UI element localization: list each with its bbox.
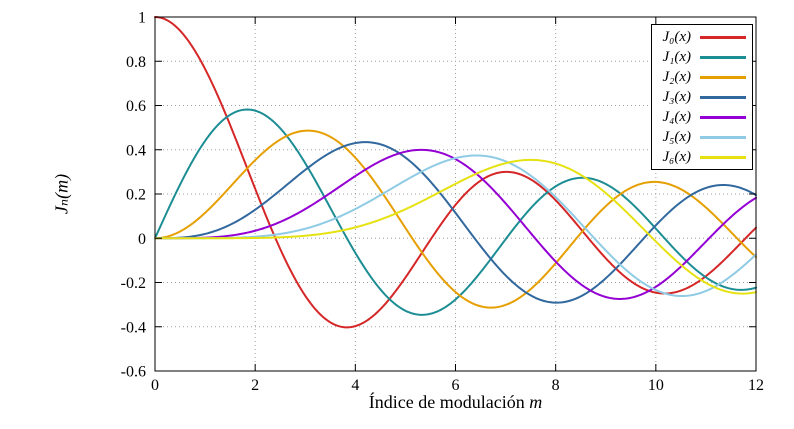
legend-item: J₀(x)	[662, 27, 746, 47]
series-line-2	[154, 129, 757, 309]
y-tick-label: 0.2	[126, 187, 146, 204]
y-tick-label: 0.6	[126, 98, 146, 115]
legend-item: J₄(x)	[662, 107, 746, 127]
x-axis-label: Índice de modulación m	[155, 392, 756, 413]
legend-line-sample	[700, 135, 746, 139]
legend-item-label: J₁(x)	[662, 48, 691, 65]
legend-line-sample	[700, 155, 746, 159]
legend-line-sample	[700, 75, 746, 79]
series-line-0	[154, 16, 757, 329]
legend-line-sample	[700, 95, 746, 99]
series-line-1	[154, 108, 757, 316]
legend-item-label: J₂(x)	[662, 68, 691, 85]
legend-item-label: J₅(x)	[662, 128, 691, 145]
y-tick-label: -0.4	[121, 319, 146, 336]
legend: J₀(x) J₁(x) J₂(x) J₃(x) J₄(x) J₅(x) J₆(x)	[651, 24, 753, 170]
x-tick-label: 0	[151, 377, 159, 394]
legend-item-label: J₆(x)	[662, 148, 691, 165]
x-tick-label: 12	[748, 377, 764, 394]
series-line-3	[154, 141, 757, 304]
y-axis-label: Jₙ(m)	[51, 173, 72, 215]
legend-item: J₃(x)	[662, 87, 746, 107]
legend-line-sample	[700, 55, 746, 59]
legend-line-sample	[700, 35, 746, 39]
x-tick-label: 6	[452, 377, 460, 394]
x-tick-label: 10	[648, 377, 664, 394]
legend-line-sample	[700, 115, 746, 119]
y-tick-label: -0.6	[121, 364, 146, 381]
y-tick-label: -0.2	[121, 275, 146, 292]
legend-item: J₅(x)	[662, 127, 746, 147]
series-line-6	[154, 158, 757, 295]
x-axis-label-text: Índice de modulación	[368, 392, 525, 412]
series-line-4	[154, 148, 757, 300]
legend-item: J₁(x)	[662, 47, 746, 67]
y-tick-label: 0.4	[126, 142, 146, 159]
legend-item: J₂(x)	[662, 67, 746, 87]
series-line-5	[154, 154, 757, 298]
legend-item: J₆(x)	[662, 147, 746, 167]
y-tick-label: 0	[138, 231, 146, 248]
x-axis-label-variable: m	[529, 392, 543, 412]
y-tick-label: 1	[138, 10, 146, 27]
x-tick-label: 8	[552, 377, 560, 394]
legend-item-label: J₄(x)	[662, 108, 691, 125]
y-tick-label: 0.8	[126, 54, 146, 71]
legend-item-label: J₀(x)	[662, 28, 691, 45]
x-tick-label: 2	[251, 377, 259, 394]
legend-item-label: J₃(x)	[662, 88, 691, 105]
x-tick-label: 4	[351, 377, 359, 394]
